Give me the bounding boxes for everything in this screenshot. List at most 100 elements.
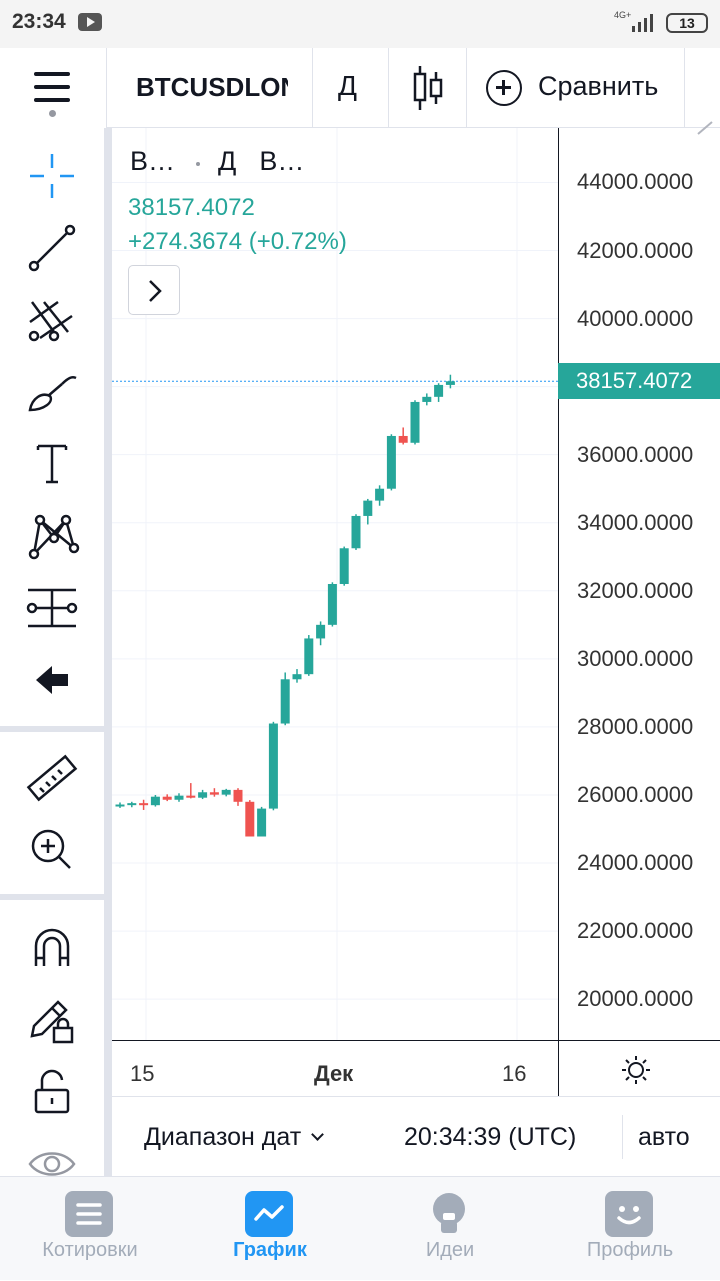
legend-expand-button[interactable] bbox=[128, 265, 180, 315]
price-axis[interactable]: 44000.0000 42000.0000 40000.0000 36000.0000… bbox=[558, 128, 720, 1040]
unlock-icon[interactable] bbox=[24, 1064, 80, 1120]
candle-body bbox=[150, 796, 160, 806]
candle bbox=[174, 793, 184, 802]
add-icon bbox=[486, 70, 522, 106]
interval-button[interactable]: Д bbox=[338, 70, 357, 101]
legend-separator-dot bbox=[196, 162, 200, 166]
candle bbox=[257, 806, 267, 837]
network-type: 4G+ bbox=[614, 10, 632, 20]
back-arrow-icon[interactable] bbox=[24, 652, 80, 708]
battery-icon: 13 bbox=[666, 13, 708, 33]
chart-settings-button[interactable] bbox=[558, 1040, 720, 1096]
date-range-label: Диапазон дат bbox=[144, 1123, 302, 1151]
brush-icon[interactable] bbox=[24, 364, 80, 420]
candle-body bbox=[233, 789, 243, 802]
candle-body bbox=[327, 584, 337, 625]
candle-body bbox=[445, 381, 455, 385]
trend-line-icon[interactable] bbox=[24, 220, 80, 276]
ruler-icon[interactable] bbox=[24, 750, 80, 806]
candle bbox=[398, 427, 408, 445]
candle-body bbox=[174, 795, 184, 800]
candle bbox=[209, 788, 219, 797]
candles-icon[interactable] bbox=[410, 64, 444, 112]
price-label: 24000.0000 bbox=[577, 850, 694, 876]
magnet-icon[interactable] bbox=[24, 920, 80, 976]
legend-change: +274.3674 (+0.72%) bbox=[128, 228, 347, 255]
price-chart[interactable] bbox=[112, 128, 558, 1040]
candle bbox=[351, 514, 361, 550]
candle bbox=[363, 498, 373, 525]
candle bbox=[233, 788, 243, 806]
candle-body bbox=[351, 515, 361, 549]
candle bbox=[198, 789, 208, 800]
panel-border bbox=[104, 128, 112, 1176]
nav-quotes[interactable]: Котировки bbox=[0, 1177, 180, 1281]
candle-body bbox=[162, 796, 172, 800]
menu-button[interactable] bbox=[0, 48, 106, 128]
candle bbox=[150, 794, 160, 807]
nav-chart[interactable]: График bbox=[180, 1177, 360, 1281]
price-label: 32000.0000 bbox=[577, 577, 694, 603]
price-label: 30000.0000 bbox=[577, 645, 694, 671]
lock-drawing-icon[interactable] bbox=[24, 992, 80, 1048]
symbol-search-button[interactable]: BTCUSDLONG bbox=[136, 72, 288, 102]
text-icon[interactable] bbox=[24, 436, 80, 492]
panel-divider bbox=[0, 894, 104, 900]
chart-toolbar: BTCUSDLONG Д Сравнить bbox=[0, 48, 720, 135]
nav-profile[interactable]: Профиль bbox=[540, 1177, 720, 1281]
nav-profile-label: Профиль bbox=[586, 1239, 674, 1261]
legend-title[interactable]: B… Д B… bbox=[130, 146, 304, 177]
candle-body bbox=[268, 723, 278, 809]
candle-body bbox=[410, 401, 420, 443]
menu-icon-line bbox=[34, 98, 70, 102]
candle bbox=[268, 721, 278, 811]
candle-body bbox=[304, 638, 314, 675]
auto-scale-button[interactable]: авто bbox=[638, 1123, 690, 1151]
price-label: 28000.0000 bbox=[577, 713, 694, 739]
candle-body bbox=[127, 803, 137, 806]
candle bbox=[115, 802, 125, 808]
candle-body bbox=[398, 435, 408, 443]
candle bbox=[316, 621, 326, 646]
candle-body bbox=[257, 808, 267, 837]
candle-body bbox=[280, 679, 290, 724]
candle bbox=[445, 374, 455, 389]
candle-body bbox=[375, 488, 385, 501]
candle-body bbox=[245, 801, 255, 837]
legend-exchange: B… bbox=[259, 146, 305, 176]
price-label: 26000.0000 bbox=[577, 781, 694, 807]
menu-indicator-dot bbox=[49, 110, 56, 117]
drawing-toolbar bbox=[0, 128, 104, 1176]
divider bbox=[106, 48, 107, 128]
price-label: 22000.0000 bbox=[577, 918, 694, 944]
time-axis[interactable]: 15 Дек 16 bbox=[112, 1040, 558, 1096]
crosshair-icon[interactable] bbox=[24, 148, 80, 204]
pitchfork-icon[interactable] bbox=[24, 292, 80, 348]
price-label: 42000.0000 bbox=[577, 237, 694, 263]
candle bbox=[422, 393, 432, 406]
candle bbox=[339, 546, 349, 586]
sun-icon bbox=[622, 1056, 650, 1084]
zoom-in-icon[interactable] bbox=[24, 822, 80, 878]
forecast-icon[interactable] bbox=[24, 580, 80, 636]
nav-chart-label: График bbox=[233, 1239, 307, 1261]
price-label: 34000.0000 bbox=[577, 509, 694, 535]
candle-body bbox=[209, 792, 219, 795]
timezone-clock[interactable]: 20:34:39 (UTC) bbox=[404, 1123, 577, 1151]
eye-icon[interactable] bbox=[24, 1136, 80, 1192]
status-time: 23:34 bbox=[12, 10, 66, 33]
more-icon[interactable] bbox=[696, 118, 716, 138]
chart-line-icon bbox=[245, 1191, 293, 1237]
candle bbox=[434, 383, 444, 402]
pattern-icon[interactable] bbox=[24, 508, 80, 564]
candle-body bbox=[363, 500, 373, 516]
price-label: 36000.0000 bbox=[577, 441, 694, 467]
date-range-button[interactable]: Диапазон дат bbox=[144, 1123, 325, 1152]
nav-ideas[interactable]: Идеи bbox=[360, 1177, 540, 1281]
candle-body bbox=[434, 384, 444, 397]
nav-quotes-label: Котировки bbox=[42, 1239, 138, 1261]
candle bbox=[186, 783, 196, 799]
panel-divider bbox=[0, 726, 104, 732]
price-label: 44000.0000 bbox=[577, 169, 694, 195]
time-label: Дек bbox=[314, 1061, 354, 1086]
